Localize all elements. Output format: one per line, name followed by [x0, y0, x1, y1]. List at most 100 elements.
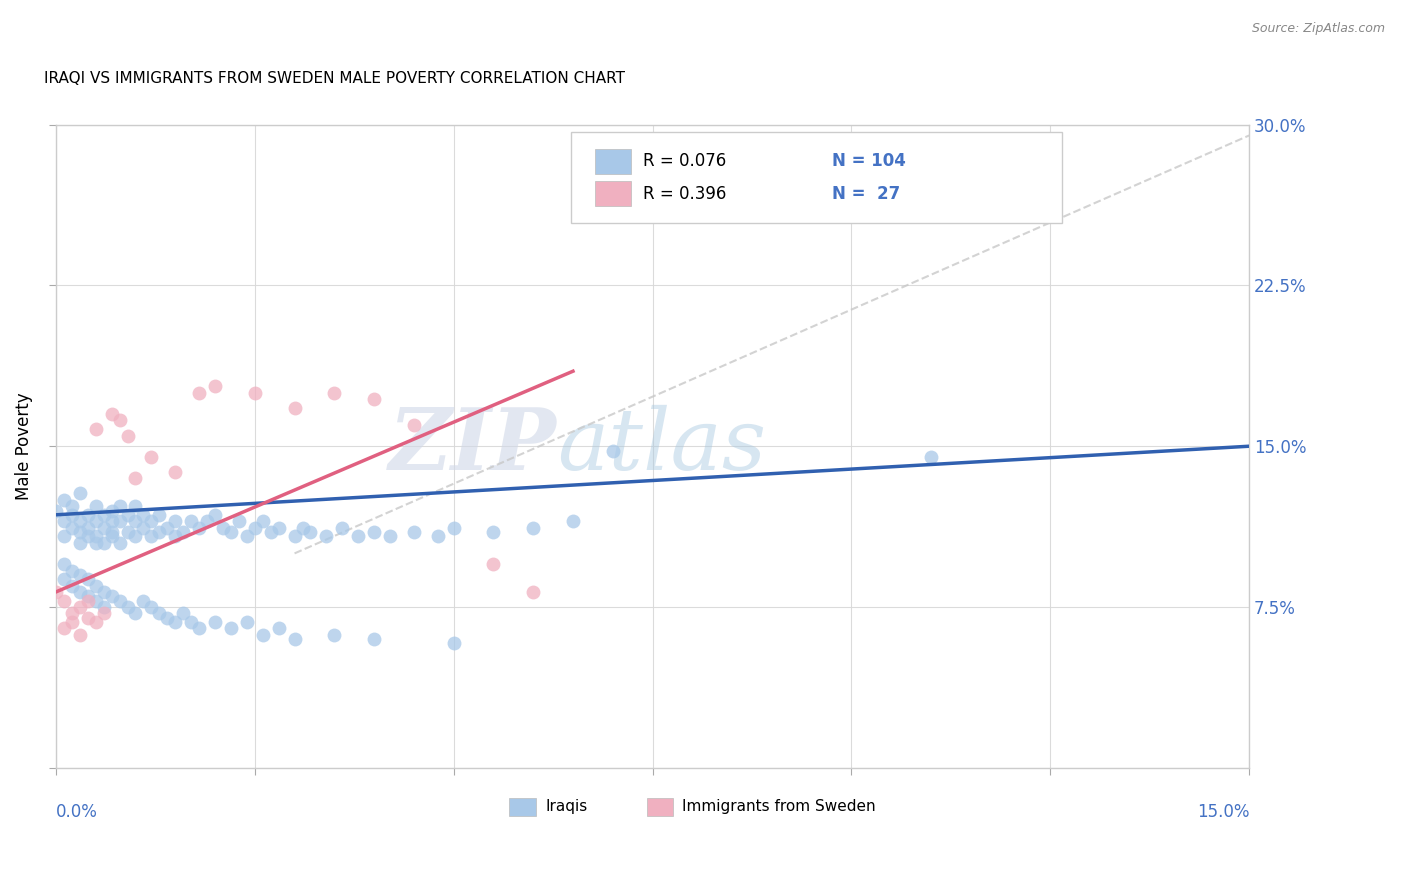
Point [84, 578, 107, 592]
Point [69, 599, 91, 614]
Point [402, 524, 425, 539]
Text: N = 104: N = 104 [831, 153, 905, 170]
Point [117, 599, 139, 614]
Point [124, 471, 146, 485]
Point [148, 508, 170, 522]
Point [124, 514, 146, 528]
Point [172, 524, 194, 539]
Point [108, 413, 131, 427]
Point [228, 514, 250, 528]
Point [132, 521, 155, 535]
Point [299, 524, 322, 539]
Point [52, 621, 75, 635]
Point [141, 450, 163, 464]
Point [69, 628, 91, 642]
Point [522, 521, 544, 535]
Point [522, 585, 544, 599]
Point [60, 508, 83, 522]
Bar [647, 798, 673, 816]
Point [76, 521, 98, 535]
Text: N =  27: N = 27 [831, 185, 900, 202]
Point [117, 524, 139, 539]
Point [69, 535, 91, 549]
Text: R = 0.396: R = 0.396 [643, 185, 727, 202]
Point [291, 521, 314, 535]
Point [243, 521, 266, 535]
Point [52, 593, 75, 607]
Text: atlas: atlas [557, 405, 766, 488]
Point [443, 521, 465, 535]
Point [188, 385, 211, 400]
Point [156, 610, 179, 624]
Point [267, 621, 290, 635]
Point [100, 514, 122, 528]
Point [100, 529, 122, 543]
Point [117, 428, 139, 442]
Point [76, 508, 98, 522]
Point [84, 615, 107, 629]
Point [124, 529, 146, 543]
Point [69, 585, 91, 599]
Point [100, 407, 122, 421]
Point [84, 514, 107, 528]
Point [124, 607, 146, 621]
Point [204, 615, 226, 629]
Point [426, 529, 449, 543]
Point [100, 524, 122, 539]
Point [602, 443, 624, 458]
Point [330, 521, 353, 535]
Text: Iraqis: Iraqis [546, 798, 588, 814]
Text: IRAQI VS IMMIGRANTS FROM SWEDEN MALE POVERTY CORRELATION CHART: IRAQI VS IMMIGRANTS FROM SWEDEN MALE POV… [44, 71, 626, 87]
Point [93, 599, 115, 614]
Point [482, 524, 505, 539]
Point [148, 607, 170, 621]
Point [93, 521, 115, 535]
Point [236, 529, 259, 543]
Point [252, 514, 274, 528]
Text: 0.0%: 0.0% [56, 803, 98, 821]
Text: Source: ZipAtlas.com: Source: ZipAtlas.com [1251, 22, 1385, 36]
Point [84, 422, 107, 436]
Y-axis label: Male Poverty: Male Poverty [15, 392, 32, 500]
Point [141, 514, 163, 528]
Point [45, 503, 67, 517]
Point [172, 607, 194, 621]
Point [60, 615, 83, 629]
Point [52, 557, 75, 571]
Point [219, 621, 242, 635]
Point [141, 599, 163, 614]
Point [52, 529, 75, 543]
Point [323, 385, 346, 400]
Point [76, 589, 98, 603]
Point [378, 529, 401, 543]
Point [69, 524, 91, 539]
Point [100, 589, 122, 603]
Point [76, 593, 98, 607]
Text: 15.0%: 15.0% [1197, 803, 1249, 821]
Point [180, 615, 202, 629]
Point [69, 514, 91, 528]
Point [141, 529, 163, 543]
Point [219, 524, 242, 539]
Point [60, 521, 83, 535]
Point [93, 535, 115, 549]
Point [45, 585, 67, 599]
Point [363, 392, 385, 406]
FancyBboxPatch shape [571, 132, 1062, 223]
Point [212, 521, 235, 535]
Point [93, 508, 115, 522]
Point [52, 492, 75, 507]
Point [204, 508, 226, 522]
Point [60, 500, 83, 514]
Point [204, 379, 226, 393]
Point [52, 514, 75, 528]
Point [562, 514, 585, 528]
Point [267, 521, 290, 535]
Point [132, 508, 155, 522]
Point [93, 607, 115, 621]
Point [108, 500, 131, 514]
Point [156, 521, 179, 535]
Point [165, 465, 187, 479]
Point [243, 385, 266, 400]
Point [76, 610, 98, 624]
